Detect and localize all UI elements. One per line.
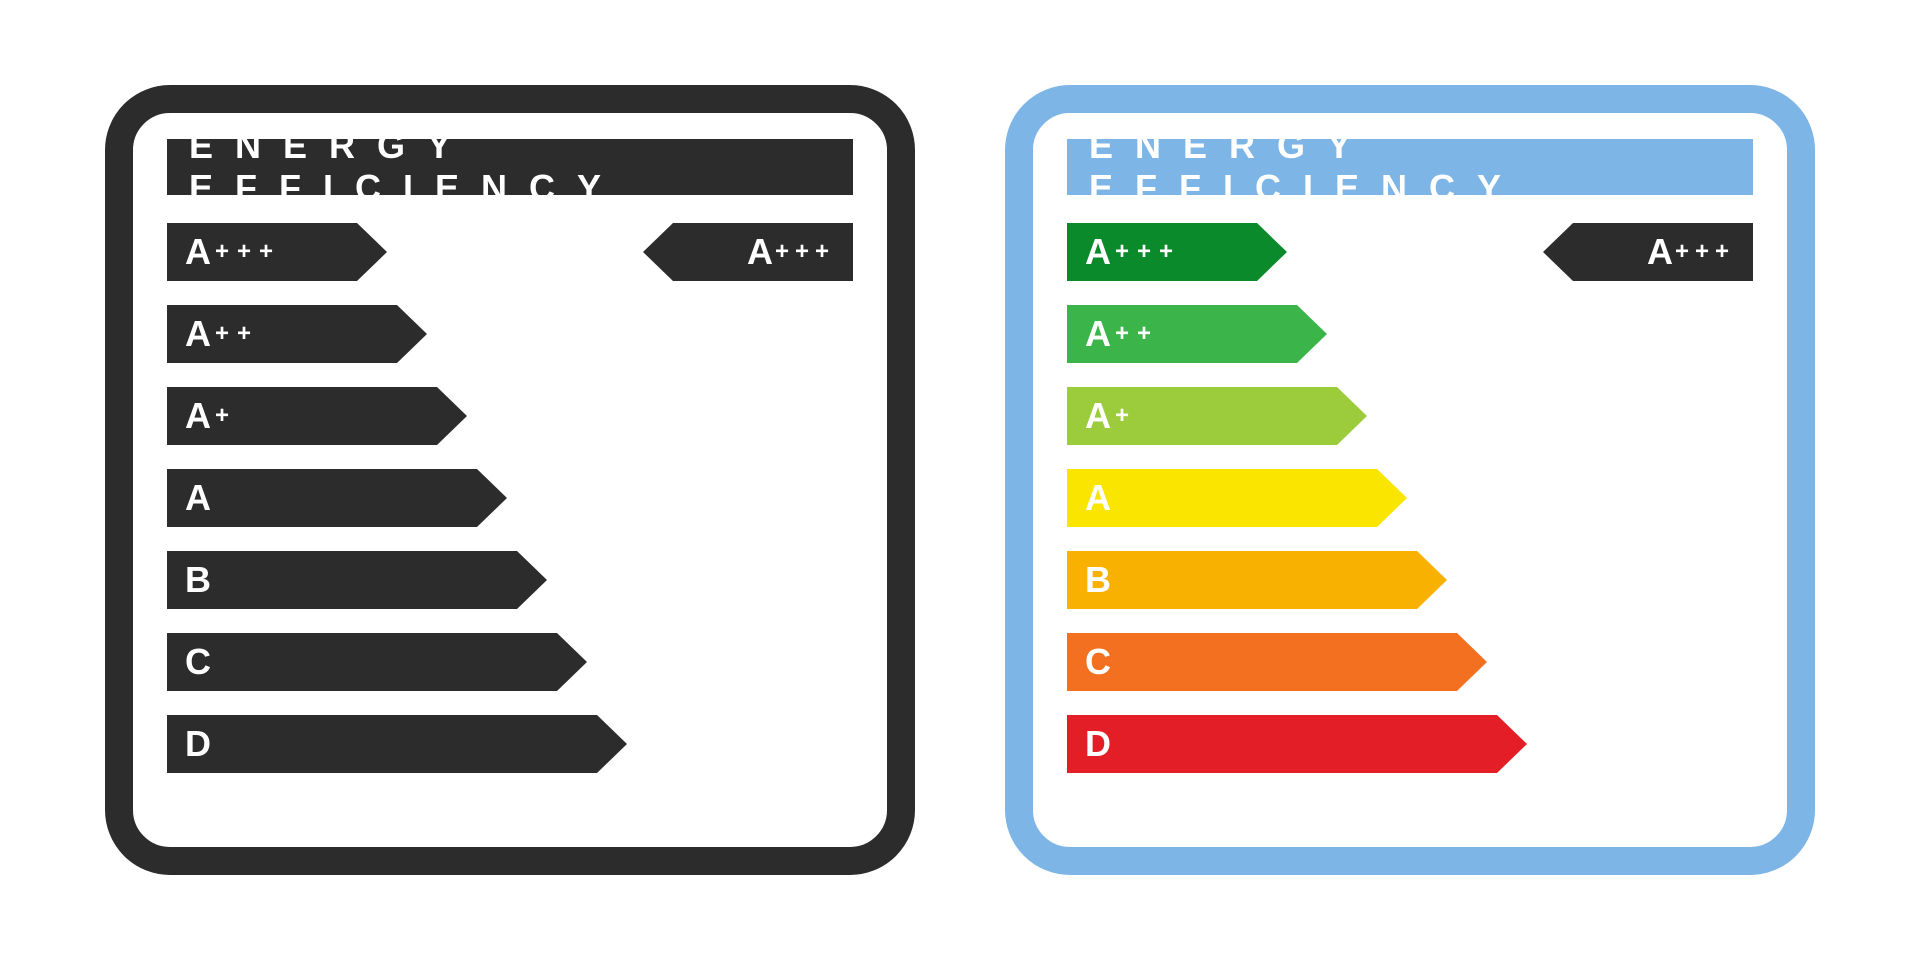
rating-letter: B	[1085, 559, 1111, 601]
indicator-letter: A	[1647, 231, 1673, 273]
rating-row: A+	[167, 387, 853, 445]
rating-row: C	[167, 633, 853, 691]
rating-arrow-c: C	[167, 633, 587, 691]
rating-letter: D	[185, 723, 211, 765]
rating-rows: A+++ A+++ A++ A+ A B	[167, 223, 853, 773]
rating-row: D	[167, 715, 853, 773]
rating-arrow-a-plus-plus-plus: A+++	[1067, 223, 1287, 281]
rating-arrow-a: A	[167, 469, 507, 527]
rating-row: A	[1067, 469, 1753, 527]
rating-letter: B	[185, 559, 211, 601]
rating-row: A	[167, 469, 853, 527]
rating-letter: A	[1085, 231, 1111, 273]
rating-row: D	[1067, 715, 1753, 773]
rating-plus: +	[1115, 402, 1137, 430]
rating-letter: A	[185, 231, 211, 273]
rating-row: A++	[1067, 305, 1753, 363]
indicator-plus: +++	[1675, 238, 1735, 266]
rating-letter: A	[185, 395, 211, 437]
rating-arrow-c: C	[1067, 633, 1487, 691]
rating-letter: A	[1085, 395, 1111, 437]
rating-arrow-a-plus-plus: A++	[1067, 305, 1327, 363]
rating-letter: A	[1085, 477, 1111, 519]
card-title-text: ENERGY EFFICIENCY	[1089, 125, 1753, 209]
indicator-plus: +++	[775, 238, 835, 266]
rating-plus: ++	[1115, 320, 1159, 348]
rating-letter: A	[185, 477, 211, 519]
card-title-bar: ENERGY EFFICIENCY	[1067, 139, 1753, 195]
rating-plus: +++	[1115, 238, 1181, 266]
rating-letter: A	[185, 313, 211, 355]
energy-card-color: ENERGY EFFICIENCY A+++ A+++ A++ A+ A	[1005, 85, 1815, 875]
rating-arrow-a-plus: A+	[1067, 387, 1367, 445]
rating-letter: C	[1085, 641, 1111, 683]
rating-plus: ++	[215, 320, 259, 348]
rating-row: A++	[167, 305, 853, 363]
rating-arrow-b: B	[1067, 551, 1447, 609]
rating-rows: A+++ A+++ A++ A+ A B	[1067, 223, 1753, 773]
rating-arrow-a-plus: A+	[167, 387, 467, 445]
rating-row: C	[1067, 633, 1753, 691]
rating-letter: A	[1085, 313, 1111, 355]
rating-arrow-a: A	[1067, 469, 1407, 527]
rating-row: A+	[1067, 387, 1753, 445]
rating-row: B	[1067, 551, 1753, 609]
rating-arrow-a-plus-plus-plus: A+++	[167, 223, 387, 281]
rating-row: A+++ A+++	[167, 223, 853, 281]
rating-arrow-a-plus-plus: A++	[167, 305, 427, 363]
energy-card-mono: ENERGY EFFICIENCY A+++ A+++ A++ A+ A	[105, 85, 915, 875]
rating-letter: C	[185, 641, 211, 683]
card-title-bar: ENERGY EFFICIENCY	[167, 139, 853, 195]
card-title-text: ENERGY EFFICIENCY	[189, 125, 853, 209]
indicator-letter: A	[747, 231, 773, 273]
rating-plus: +++	[215, 238, 281, 266]
rating-row: B	[167, 551, 853, 609]
selected-rating-indicator: A+++	[643, 223, 853, 281]
rating-arrow-b: B	[167, 551, 547, 609]
rating-letter: D	[1085, 723, 1111, 765]
rating-arrow-d: D	[1067, 715, 1527, 773]
selected-rating-indicator: A+++	[1543, 223, 1753, 281]
rating-plus: +	[215, 402, 237, 430]
rating-row: A+++ A+++	[1067, 223, 1753, 281]
rating-arrow-d: D	[167, 715, 627, 773]
